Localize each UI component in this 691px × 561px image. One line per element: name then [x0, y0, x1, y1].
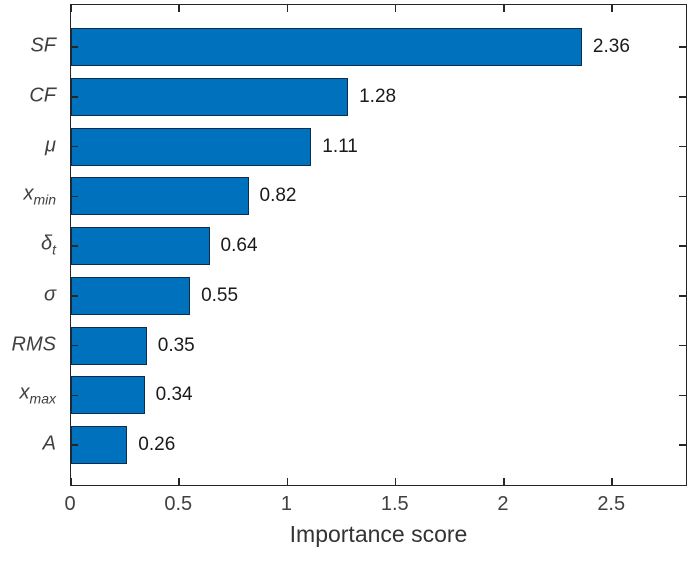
bar — [71, 426, 128, 464]
y-tick-label-base: A — [42, 432, 56, 455]
y-tick-label-subscript: max — [29, 390, 56, 407]
bar-value-label: 0.55 — [201, 284, 239, 306]
bar-value-label: 0.64 — [220, 235, 258, 256]
x-tick-mark — [503, 478, 505, 485]
x-tick-mark — [178, 478, 180, 485]
x-tick-mark — [178, 5, 180, 12]
bar — [71, 276, 191, 315]
y-tick-mark — [71, 444, 78, 446]
x-tick-mark — [611, 5, 613, 12]
y-tick-label: CF — [29, 84, 56, 107]
y-tick-mark — [679, 444, 686, 446]
y-tick-label: xmax — [20, 382, 56, 407]
plot-area: 2.36 1.28 1.11 0.82 0.64 0.55 0.35 0.34 0.26 — [70, 4, 687, 486]
y-tick-mark — [679, 195, 686, 197]
y-tick-label-base: x — [19, 381, 30, 404]
y-tick-label-base: CF — [29, 84, 56, 107]
y-tick-mark — [679, 46, 686, 48]
x-tick-mark — [70, 5, 72, 12]
y-tick-label-base: μ — [45, 134, 56, 156]
x-tick-label: 2.5 — [597, 493, 626, 515]
y-tick-label-subscript: t — [52, 241, 56, 258]
x-tick-label: 0.5 — [164, 493, 193, 515]
bar-value-label: 0.26 — [138, 434, 176, 455]
x-tick-mark — [611, 478, 613, 485]
y-tick-mark — [71, 195, 78, 197]
y-tick-label: μ — [45, 134, 56, 157]
y-tick-mark — [679, 344, 686, 347]
y-tick-label: σ — [44, 283, 56, 306]
x-tick-mark — [394, 5, 397, 12]
bar-value-label: 2.36 — [592, 36, 630, 57]
y-tick-label: RMS — [12, 333, 56, 356]
x-axis-title: Importance score — [289, 521, 468, 547]
y-tick-label: δt — [41, 233, 56, 258]
bar-value-label: 0.82 — [259, 185, 297, 207]
y-tick-mark — [71, 96, 78, 98]
y-tick-label: A — [43, 433, 56, 456]
y-tick-label-subscript: min — [33, 191, 56, 208]
bar — [71, 326, 147, 365]
y-axis-labels: SF CF μ xmin δt σ RMS xmax A — [0, 4, 56, 486]
y-tick-mark — [679, 96, 686, 98]
x-tick-label: 1.5 — [380, 493, 409, 515]
bar-value-label: 0.34 — [155, 384, 193, 406]
y-tick-label-base: x — [23, 182, 34, 205]
bar — [71, 127, 312, 166]
y-tick-mark — [71, 344, 78, 347]
x-axis-tick-labels: 0 0.5 1 1.5 2 2.5 — [64, 493, 687, 517]
bar — [71, 376, 145, 415]
bar — [71, 28, 582, 66]
y-tick-label-base: δ — [40, 232, 53, 255]
x-tick-label: 1 — [280, 493, 293, 515]
y-tick-label: SF — [30, 35, 56, 58]
x-tick-mark — [503, 5, 505, 12]
x-tick-mark — [286, 5, 289, 12]
x-tick-label: 0 — [64, 493, 76, 515]
y-tick-label-base: RMS — [11, 333, 56, 355]
y-tick-mark — [679, 145, 686, 148]
bar-value-label: 1.28 — [359, 85, 397, 107]
y-tick-label: xmin — [23, 183, 56, 208]
y-tick-mark — [71, 394, 78, 396]
y-tick-mark — [71, 295, 78, 297]
bar — [71, 177, 249, 216]
x-tick-mark — [394, 478, 397, 485]
y-tick-mark — [71, 245, 78, 247]
y-tick-mark — [71, 145, 78, 148]
bar — [71, 227, 210, 265]
y-tick-mark — [679, 245, 686, 247]
bar — [71, 77, 349, 116]
x-tick-mark — [70, 478, 72, 485]
y-tick-mark — [71, 46, 78, 48]
y-tick-mark — [679, 295, 686, 297]
y-tick-mark — [679, 394, 686, 396]
x-tick-mark — [286, 478, 289, 485]
bar-value-label: 1.11 — [322, 135, 358, 157]
y-tick-label-base: σ — [43, 283, 56, 306]
x-tick-label: 2 — [497, 493, 509, 515]
y-tick-label-base: SF — [30, 34, 56, 57]
bar-value-label: 0.35 — [157, 334, 195, 356]
